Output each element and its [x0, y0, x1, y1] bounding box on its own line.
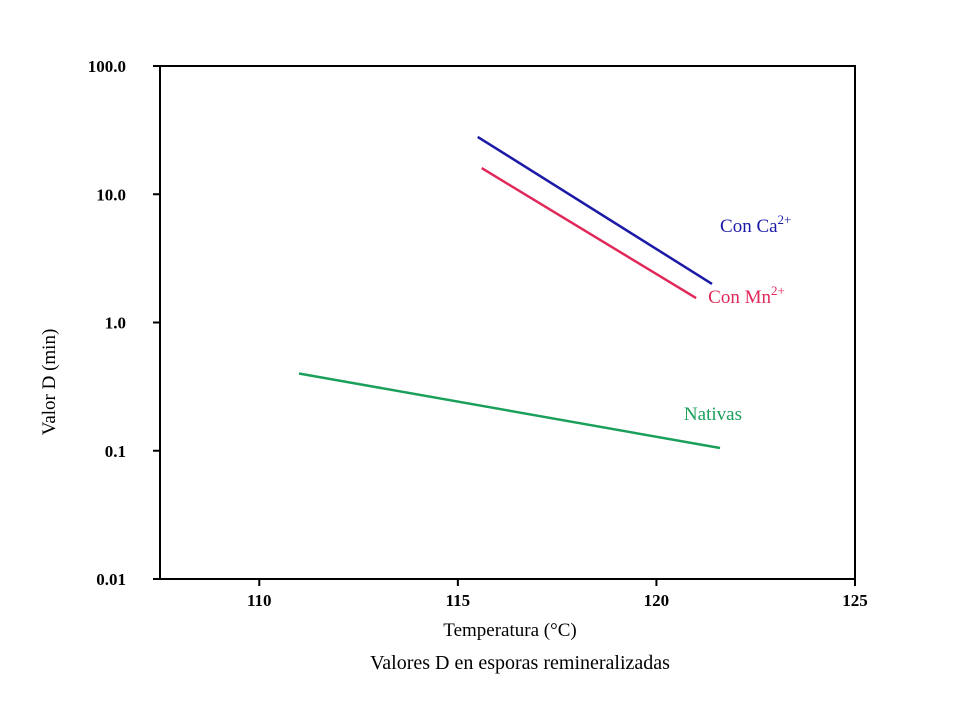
series-line-2 — [481, 167, 697, 300]
plot-frame — [159, 65, 856, 580]
x-tick-label: 120 — [644, 591, 670, 610]
x-tick-label: 125 — [842, 591, 868, 610]
series-line-3 — [298, 372, 721, 450]
series-label-3: Nativas — [684, 404, 742, 425]
series-label-superscript: 2+ — [778, 212, 792, 227]
series-label-text: Nativas — [684, 404, 742, 425]
series-label-2: Con Mn2+ — [708, 283, 785, 308]
series-label-text: Con Ca — [720, 216, 778, 237]
series-layer — [298, 135, 721, 450]
ticks-layer: 110 115 120 125 0.01 0.1 1.0 10.0 100.0 — [88, 57, 868, 610]
chart-caption: Valores D en esporas remineralizadas — [370, 652, 670, 674]
y-tick-label: 1.0 — [105, 314, 126, 333]
y-tick-label: 10.0 — [96, 185, 126, 204]
y-tick-label: 0.01 — [96, 570, 126, 589]
x-tick-label: 115 — [446, 591, 471, 610]
y-tick-label: 0.1 — [105, 442, 126, 461]
x-axis-title: Temperatura (°C) — [443, 620, 576, 641]
series-label-superscript: 2+ — [771, 283, 785, 298]
y-tick-label: 100.0 — [88, 57, 126, 76]
series-label-1: Con Ca2+ — [720, 212, 791, 237]
series-line-1 — [477, 135, 713, 285]
x-tick-label: 110 — [247, 591, 272, 610]
series-label-text: Con Mn — [708, 287, 771, 308]
y-axis-title: Valor D (min) — [39, 329, 60, 436]
labels-layer: Con Ca2+Con Mn2+Nativas — [684, 212, 791, 425]
